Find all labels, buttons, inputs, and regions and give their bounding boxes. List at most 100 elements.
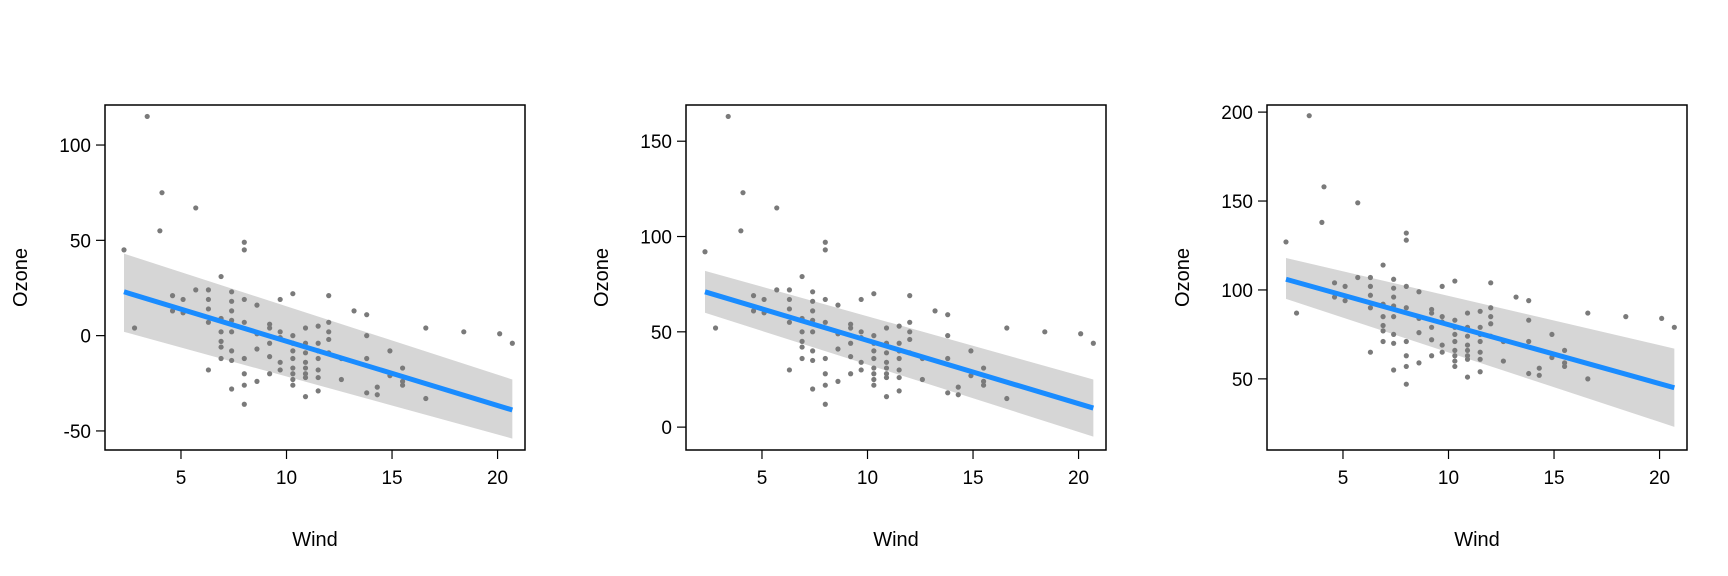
data-point <box>1403 381 1409 387</box>
data-point <box>497 331 503 337</box>
data-point <box>1429 337 1435 343</box>
data-point <box>1452 353 1458 359</box>
x-tick-label: 10 <box>276 468 297 489</box>
data-point <box>241 371 247 377</box>
data-point <box>883 371 890 377</box>
data-point <box>822 247 828 253</box>
data-point <box>277 329 283 335</box>
x-tick-label: 20 <box>1068 468 1089 489</box>
data-point <box>1477 369 1483 375</box>
data-point <box>1536 372 1542 378</box>
data-point <box>896 323 902 329</box>
data-point <box>1477 308 1483 314</box>
data-point <box>1561 360 1568 366</box>
data-point <box>1659 315 1665 322</box>
panel-2: 5 10 15 20 0 50 100 150 Wind Ozone <box>591 104 1107 551</box>
data-point <box>945 312 951 318</box>
data-point <box>267 325 273 331</box>
data-point <box>822 355 828 362</box>
data-point <box>1464 353 1471 359</box>
data-point <box>241 382 247 388</box>
data-point <box>315 355 321 362</box>
data-point <box>1452 347 1458 354</box>
data-point <box>1416 330 1422 336</box>
data-point <box>858 367 864 373</box>
data-point <box>159 190 165 196</box>
data-point <box>980 365 987 371</box>
data-point <box>871 382 877 388</box>
x-tick-label: 15 <box>1543 468 1564 489</box>
data-point <box>193 287 199 293</box>
plot-frame <box>104 104 526 451</box>
data-point <box>1380 322 1386 329</box>
data-point <box>810 329 816 335</box>
data-point <box>1429 324 1435 330</box>
y-tick-label: 0 <box>80 327 91 348</box>
data-point <box>822 296 828 303</box>
data-point <box>254 378 260 384</box>
data-point <box>374 384 380 390</box>
data-point <box>1004 395 1010 402</box>
data-point <box>193 205 199 211</box>
data-point <box>1536 365 1542 371</box>
data-point <box>1464 347 1471 354</box>
data-point <box>810 298 816 304</box>
data-point <box>786 287 793 293</box>
data-point <box>131 325 138 331</box>
data-point <box>702 249 708 255</box>
data-point <box>1477 324 1483 330</box>
data-point <box>205 287 212 293</box>
data-point <box>896 388 902 394</box>
data-point <box>399 378 406 384</box>
data-point <box>774 287 780 293</box>
data-point <box>364 390 370 396</box>
data-point <box>858 296 864 303</box>
data-point <box>326 293 332 299</box>
data-point <box>945 355 951 362</box>
data-point <box>302 325 309 331</box>
plot-frame <box>685 104 1107 451</box>
data-point <box>1500 358 1506 364</box>
data-point <box>290 348 296 354</box>
data-point <box>1561 363 1568 370</box>
data-point <box>364 355 370 362</box>
data-point <box>883 374 890 381</box>
data-point <box>1452 358 1458 364</box>
data-point <box>1585 376 1591 382</box>
data-point <box>326 329 332 335</box>
data-point <box>799 273 805 280</box>
data-point <box>883 359 890 365</box>
data-point <box>229 357 235 364</box>
y-tick-label: 50 <box>70 231 91 252</box>
data-point <box>1439 349 1445 355</box>
data-point <box>241 319 247 325</box>
data-point <box>945 390 951 396</box>
data-point <box>1403 338 1409 345</box>
data-point <box>267 340 273 346</box>
data-point <box>1452 278 1458 284</box>
data-point <box>315 340 321 346</box>
x-axis-label: Wind <box>873 529 919 551</box>
data-point <box>302 374 309 381</box>
data-point <box>205 367 212 373</box>
data-point <box>229 329 235 335</box>
data-point <box>871 291 877 297</box>
confidence-band <box>123 253 513 439</box>
data-point <box>1526 338 1532 345</box>
data-point <box>786 367 793 373</box>
data-point <box>980 378 987 384</box>
data-point <box>1464 310 1471 316</box>
data-point <box>848 325 854 331</box>
data-point <box>945 333 951 339</box>
data-point <box>1391 276 1397 282</box>
data-point <box>302 359 309 365</box>
fit-line <box>704 289 1095 411</box>
data-point <box>955 384 961 390</box>
data-point <box>1513 294 1519 300</box>
data-point <box>1477 356 1483 362</box>
data-point <box>712 325 719 331</box>
data-point <box>1429 353 1435 359</box>
x-tick-label: 20 <box>1649 468 1670 489</box>
data-point <box>1321 184 1327 190</box>
